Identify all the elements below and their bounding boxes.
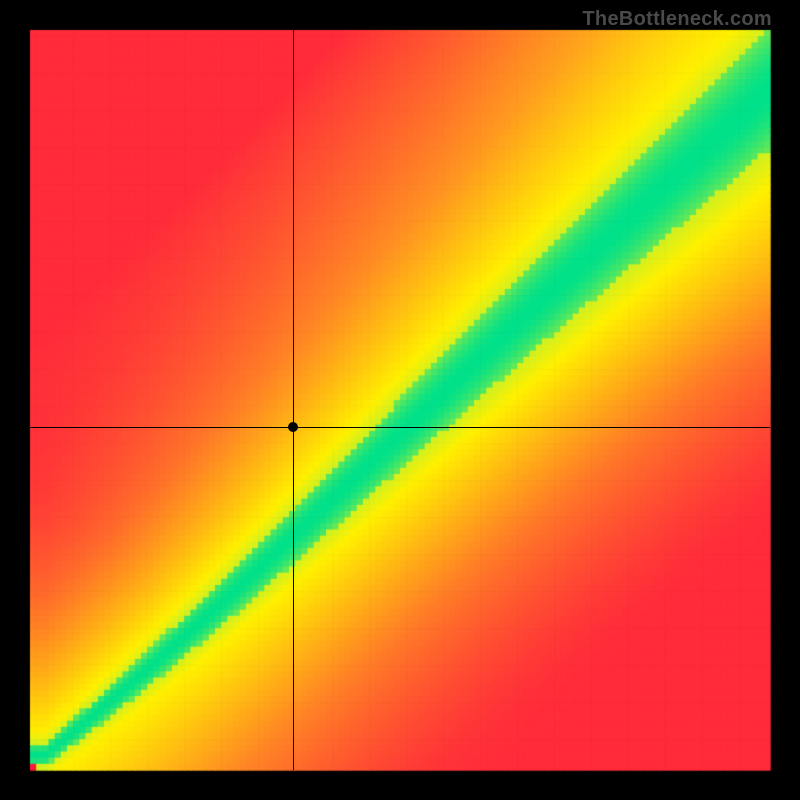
heatmap-canvas bbox=[0, 0, 800, 800]
crosshair-horizontal bbox=[30, 427, 770, 428]
watermark-text: TheBottleneck.com bbox=[582, 8, 772, 31]
crosshair-vertical bbox=[293, 30, 294, 770]
crosshair-marker bbox=[288, 422, 298, 432]
chart-container: TheBottleneck.com bbox=[0, 0, 800, 800]
